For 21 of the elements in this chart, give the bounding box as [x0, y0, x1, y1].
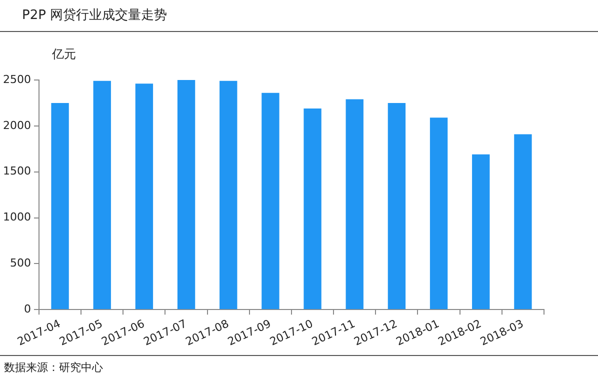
- bar: [220, 80, 238, 310]
- y-tick-label: 1500: [2, 164, 31, 178]
- y-tick-label: 2000: [2, 118, 31, 132]
- bar: [430, 118, 448, 310]
- bar: [93, 80, 111, 310]
- bar: [51, 102, 69, 310]
- bar: [262, 92, 280, 310]
- y-tick-label: 500: [10, 256, 31, 270]
- chart-title: P2P 网贷行业成交量走势: [22, 7, 168, 24]
- y-tick-label: 2500: [2, 72, 31, 86]
- y-tick-label: 1000: [2, 210, 31, 224]
- bar: [514, 134, 532, 310]
- bar: [388, 102, 406, 310]
- bar: [346, 99, 364, 310]
- source-note: 数据来源：研究中心: [4, 360, 103, 375]
- bar: [135, 84, 154, 310]
- y-axis-title: 亿元: [52, 46, 76, 63]
- bar: [304, 108, 322, 310]
- bar: [472, 154, 490, 310]
- bar: [177, 80, 196, 310]
- y-tick-label: 0: [24, 302, 31, 316]
